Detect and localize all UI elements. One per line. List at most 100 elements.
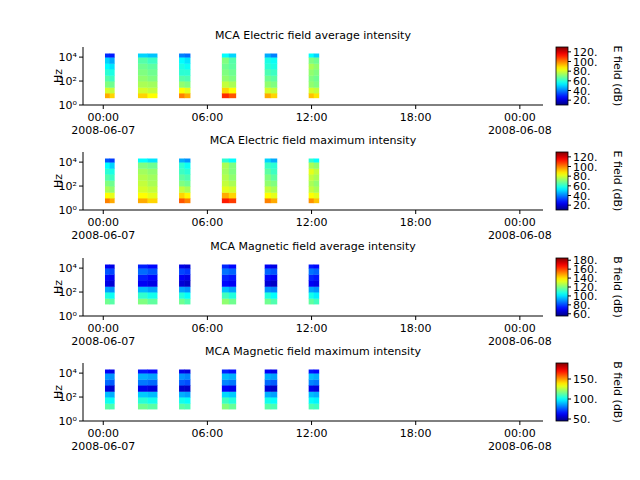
cell: [138, 162, 148, 169]
cell: [309, 391, 314, 397]
cell: [185, 81, 191, 88]
cell: [110, 159, 115, 163]
cell: [179, 63, 185, 69]
x-tick: [103, 316, 104, 320]
cell: [138, 292, 148, 299]
cell: [110, 403, 115, 409]
cell: [271, 87, 277, 93]
cell: [229, 54, 236, 58]
cell: [148, 81, 158, 88]
cell: [265, 75, 271, 81]
cell: [148, 286, 158, 292]
cell: [148, 198, 158, 203]
cell: [229, 385, 236, 392]
cell: [105, 397, 110, 404]
y-axis-line: [83, 47, 84, 105]
cell: [148, 57, 158, 64]
x-tick-label: 18:00: [400, 216, 432, 229]
colorbar-tick: [568, 269, 571, 270]
cell: [265, 192, 271, 198]
cell: [309, 159, 314, 163]
cell: [105, 373, 110, 380]
cell: [314, 192, 319, 198]
cell: [222, 180, 229, 186]
cell: [148, 87, 158, 93]
colorbar-tick-label: 180.: [573, 254, 598, 267]
cell: [148, 93, 158, 98]
cell: [271, 370, 277, 374]
cell: [309, 403, 314, 409]
cell: [309, 265, 314, 269]
cell: [148, 159, 158, 163]
cell: [179, 87, 185, 93]
colorbar-tick: [568, 195, 571, 196]
x-tick-label-line: 2008-06-08: [488, 335, 552, 348]
cell: [148, 192, 158, 198]
cell: [314, 87, 319, 93]
cell: [185, 198, 191, 203]
cell: [222, 265, 229, 269]
cell: [265, 370, 271, 374]
cell: [265, 162, 271, 169]
cell: [229, 174, 236, 181]
y-tick-label: 10⁰: [59, 415, 78, 428]
x-tick-label-line: 12:00: [296, 322, 328, 335]
cell: [265, 63, 271, 69]
cell: [309, 81, 314, 88]
cell: [105, 403, 110, 409]
cell: [222, 373, 229, 380]
x-tick: [207, 210, 208, 214]
cell: [314, 93, 319, 98]
cell: [148, 280, 158, 287]
cell: [314, 286, 319, 292]
colorbar-tick: [568, 313, 571, 314]
colorbar-tick: [568, 185, 571, 186]
cell: [222, 397, 229, 404]
cell: [265, 186, 271, 193]
cell: [222, 280, 229, 287]
cell: [148, 274, 158, 280]
cell: [105, 168, 110, 174]
cell: [222, 391, 229, 397]
cell: [222, 69, 229, 76]
cell: [314, 168, 319, 174]
cell: [148, 397, 158, 404]
cell: [110, 81, 115, 88]
cell: [185, 397, 191, 404]
cell: [105, 292, 110, 299]
cell: [265, 54, 271, 58]
x-tick: [103, 105, 104, 109]
cell: [271, 192, 277, 198]
y-tick: [79, 81, 83, 82]
cell: [271, 379, 277, 385]
cell: [148, 63, 158, 69]
y-tick-label: 10⁴: [59, 156, 78, 169]
cell: [179, 397, 185, 404]
y-tick: [79, 292, 83, 293]
cell: [179, 292, 185, 299]
colorbar-tick: [568, 61, 571, 62]
cell: [105, 174, 110, 181]
cell: [229, 69, 236, 76]
cell: [138, 63, 148, 69]
cell: [105, 186, 110, 193]
cell: [110, 198, 115, 203]
cell: [179, 159, 185, 163]
cell: [265, 391, 271, 397]
colorbar: [556, 152, 568, 210]
y-tick: [79, 421, 83, 422]
cell: [105, 81, 110, 88]
cell: [229, 162, 236, 169]
cell: [185, 69, 191, 76]
cell: [271, 286, 277, 292]
cell: [271, 81, 277, 88]
cell: [185, 75, 191, 81]
cell: [148, 403, 158, 409]
cell: [138, 192, 148, 198]
cell: [105, 54, 110, 58]
cell: [105, 162, 110, 169]
cell: [265, 385, 271, 392]
cell: [222, 298, 229, 304]
y-tick: [79, 373, 83, 374]
x-tick-label-line: 18:00: [400, 111, 432, 124]
